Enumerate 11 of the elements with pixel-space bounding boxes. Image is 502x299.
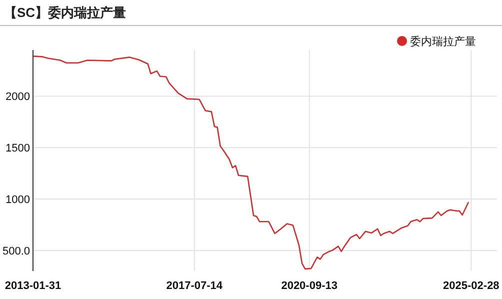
y-tick-label: 1000 bbox=[6, 194, 30, 206]
y-tick-label: 2000 bbox=[6, 91, 30, 104]
x-tick-label: 2017-07-14 bbox=[166, 280, 224, 292]
legend-label: 委内瑞拉产量 bbox=[410, 34, 476, 48]
x-tick-label: 2020-09-13 bbox=[281, 280, 338, 292]
chart-title: 【SC】委内瑞拉产量 bbox=[4, 5, 126, 20]
y-tick-label: 1500 bbox=[6, 142, 30, 154]
line-series bbox=[32, 56, 470, 270]
x-tick-label: 2025-02-28 bbox=[443, 280, 500, 292]
x-tick-label: 2013-01-31 bbox=[4, 280, 62, 292]
y-tick-label: 500.0 bbox=[2, 245, 30, 258]
